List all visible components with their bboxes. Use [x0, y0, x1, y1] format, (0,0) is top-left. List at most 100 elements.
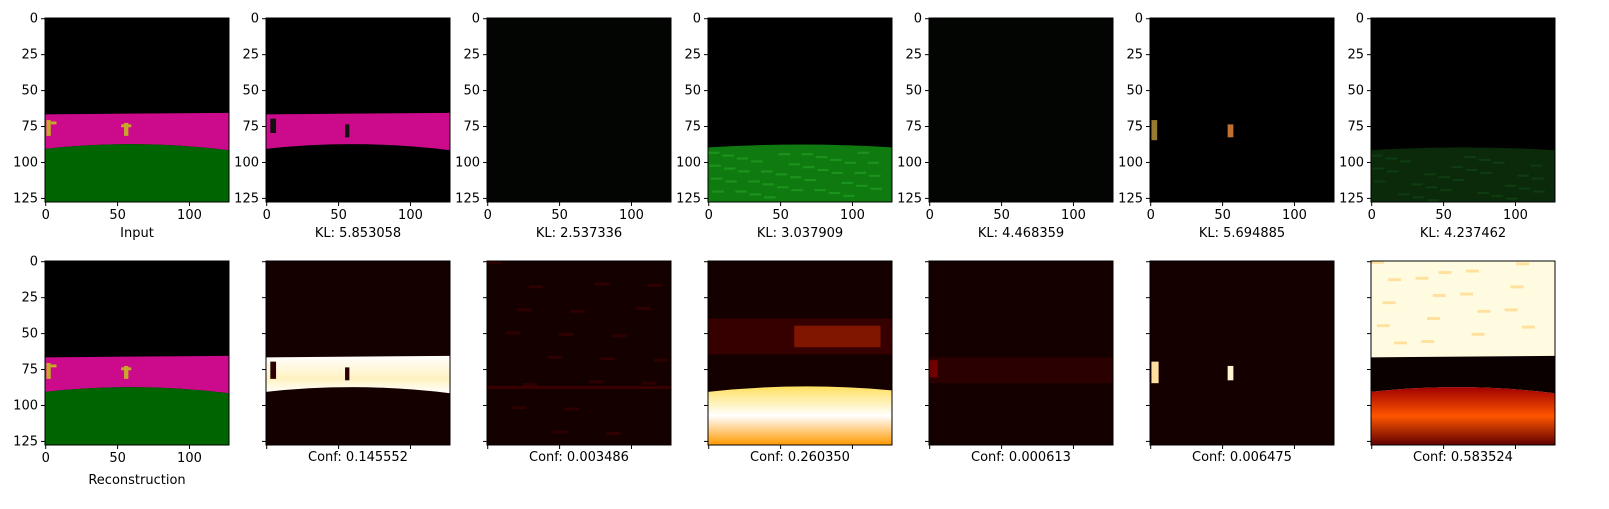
panel-top-slot6-ytick-label: 50 — [1347, 84, 1364, 99]
panel-top-slot3-xtick-label: 50 — [772, 208, 789, 223]
panel-top-slot4-xtick-label: 50 — [993, 208, 1010, 223]
panel-top-slot6-ytick-label: 125 — [1339, 191, 1364, 206]
panel-top-slot4-xtick-label: 100 — [1061, 208, 1086, 223]
panel-top-slot6-ytick-label: 75 — [1347, 120, 1364, 135]
panel-top-slot3-ytick-label: 0 — [693, 12, 701, 27]
caption-bottom-conf6: Conf: 0.583524 — [1413, 450, 1513, 465]
panel-top-input-ytick-label: 50 — [21, 84, 38, 99]
panel-top-input-ytick-label: 125 — [13, 191, 38, 206]
panel-top-input-ytick-label: 0 — [30, 12, 38, 27]
panel-top-slot2-xtick-label: 50 — [551, 208, 568, 223]
panel-top-slot3-xtick-label: 100 — [840, 208, 865, 223]
panel-top-slot5-xtick-label: 0 — [1147, 208, 1155, 223]
panel-top-slot1-ytick-label: 75 — [242, 120, 259, 135]
panel-top-slot1: 0 50 100 0 25 50 75 100 125 KL: 5.853058 — [234, 12, 451, 241]
caption-top-slot3: KL: 3.037909 — [757, 226, 843, 241]
caption-bottom-recon: Reconstruction — [88, 473, 185, 488]
caption-bottom-conf2: Conf: 0.003486 — [529, 450, 629, 465]
panel-top-slot6-ytick-label: 0 — [1356, 12, 1364, 27]
panel-top-slot1-ytick-label: 125 — [234, 191, 259, 206]
panel-top-input-xtick-label: 0 — [42, 208, 50, 223]
panel-top-slot3-ytick-label: 25 — [684, 48, 701, 63]
caption-bottom-conf1: Conf: 0.145552 — [308, 450, 408, 465]
panel-top-slot2-ytick-label: 50 — [463, 84, 480, 99]
panel-top-slot4-ytick-label: 0 — [914, 12, 922, 27]
panel-bottom-conf3: Conf: 0.260350 — [704, 260, 893, 465]
panel-bottom-recon-ytick-label: 25 — [21, 291, 38, 306]
panel-bottom-conf2: Conf: 0.003486 — [483, 260, 672, 465]
panel-top-input-xtick-label: 100 — [177, 208, 202, 223]
panel-bottom-recon-ytick-label: 100 — [13, 398, 38, 413]
caption-bottom-conf3: Conf: 0.260350 — [750, 450, 850, 465]
panel-top-slot5-ytick-label: 50 — [1126, 84, 1143, 99]
panel-top-slot2-ytick-label: 125 — [455, 191, 480, 206]
panel-top-slot5: 0 50 100 0 25 50 75 100 125 KL: 5.694885 — [1118, 12, 1335, 241]
panel-top-slot6-ytick-label: 100 — [1339, 155, 1364, 170]
panel-top-slot1-xtick-label: 50 — [330, 208, 347, 223]
panel-top-slot6: 0 50 100 0 25 50 75 100 125 KL: 4.237462 — [1339, 12, 1556, 241]
panel-top-slot3-ytick-label: 125 — [676, 191, 701, 206]
caption-top-input: Input — [120, 226, 154, 241]
panel-bottom-recon: 0 50 100 0 25 50 75 100 125 Reconstruction — [13, 255, 230, 488]
caption-bottom-conf4: Conf: 0.000613 — [971, 450, 1071, 465]
caption-top-slot2: KL: 2.537336 — [536, 226, 622, 241]
panel-top-slot4-xtick-label: 0 — [926, 208, 934, 223]
panel-bottom-recon-ytick-label: 50 — [21, 327, 38, 342]
panel-top-slot1-ytick-label: 100 — [234, 155, 259, 170]
panel-bottom-recon-ytick-label: 75 — [21, 363, 38, 378]
panel-top-slot1-ytick-label: 25 — [242, 48, 259, 63]
panel-top-input-ytick-label: 100 — [13, 155, 38, 170]
panel-top-slot3: 0 50 100 0 25 50 75 100 125 KL: 3.037909 — [676, 12, 893, 241]
panel-top-input-ytick-label: 25 — [21, 48, 38, 63]
panel-top-slot6-xtick-label: 50 — [1435, 208, 1452, 223]
panel-top-slot6-xtick-label: 100 — [1503, 208, 1528, 223]
panel-top-slot3-xtick-label: 0 — [705, 208, 713, 223]
panel-top-slot4-ytick-label: 125 — [897, 191, 922, 206]
panel-top-slot3-ytick-label: 50 — [684, 84, 701, 99]
caption-top-slot6: KL: 4.237462 — [1420, 226, 1506, 241]
panel-top-slot1-ytick-label: 0 — [251, 12, 259, 27]
panel-bottom-conf6: Conf: 0.583524 — [1367, 260, 1556, 465]
caption-bottom-conf5: Conf: 0.006475 — [1192, 450, 1292, 465]
panel-top-slot5-ytick-label: 25 — [1126, 48, 1143, 63]
panel-top-slot5-xtick-label: 100 — [1282, 208, 1307, 223]
panel-bottom-conf5: Conf: 0.006475 — [1146, 260, 1335, 465]
panel-top-slot3-ytick-label: 100 — [676, 155, 701, 170]
panel-top-slot5-xtick-label: 50 — [1214, 208, 1231, 223]
panel-top-slot4: 0 50 100 0 25 50 75 100 125 KL: 4.468359 — [897, 12, 1114, 241]
panel-top-slot4-ytick-label: 50 — [905, 84, 922, 99]
panel-top-slot4-ytick-label: 100 — [897, 155, 922, 170]
panel-top-input-xtick-label: 50 — [109, 208, 126, 223]
panel-top-slot2-ytick-label: 0 — [472, 12, 480, 27]
panel-bottom-conf4: Conf: 0.000613 — [925, 260, 1114, 465]
panel-top-slot1-xtick-label: 100 — [398, 208, 423, 223]
panel-bottom-conf1: Conf: 0.145552 — [262, 260, 451, 465]
panel-top-slot1-xtick-label: 0 — [263, 208, 271, 223]
panel-top-slot5-ytick-label: 75 — [1126, 120, 1143, 135]
panel-top-slot6-ytick-label: 25 — [1347, 48, 1364, 63]
panel-top-input: 0 50 100 0 25 50 75 100 125 Input — [13, 12, 230, 241]
panel-bottom-recon-xtick-label: 50 — [109, 451, 126, 466]
panel-top-slot2-ytick-label: 25 — [463, 48, 480, 63]
panel-bottom-recon-ytick-label: 0 — [30, 255, 38, 270]
panel-bottom-recon-xtick-label: 0 — [42, 451, 50, 466]
panel-top-slot5-ytick-label: 125 — [1118, 191, 1143, 206]
panel-top-slot4-ytick-label: 75 — [905, 120, 922, 135]
panel-top-slot2: 0 50 100 0 25 50 75 100 125 KL: 2.537336 — [455, 12, 672, 241]
panel-top-slot2-xtick-label: 0 — [484, 208, 492, 223]
panel-top-slot2-xtick-label: 100 — [619, 208, 644, 223]
panel-top-slot2-ytick-label: 100 — [455, 155, 480, 170]
caption-top-slot4: KL: 4.468359 — [978, 226, 1064, 241]
panel-top-slot5-ytick-label: 0 — [1135, 12, 1143, 27]
panel-top-input-ytick-label: 75 — [21, 120, 38, 135]
panel-bottom-recon-ytick-label: 125 — [13, 434, 38, 449]
panel-top-slot1-ytick-label: 50 — [242, 84, 259, 99]
panel-top-slot5-ytick-label: 100 — [1118, 155, 1143, 170]
panel-top-slot6-xtick-label: 0 — [1368, 208, 1376, 223]
caption-top-slot5: KL: 5.694885 — [1199, 226, 1285, 241]
panel-top-slot4-ytick-label: 25 — [905, 48, 922, 63]
panel-top-slot2-ytick-label: 75 — [463, 120, 480, 135]
panel-bottom-recon-xtick-label: 100 — [177, 451, 202, 466]
panel-top-slot3-ytick-label: 75 — [684, 120, 701, 135]
